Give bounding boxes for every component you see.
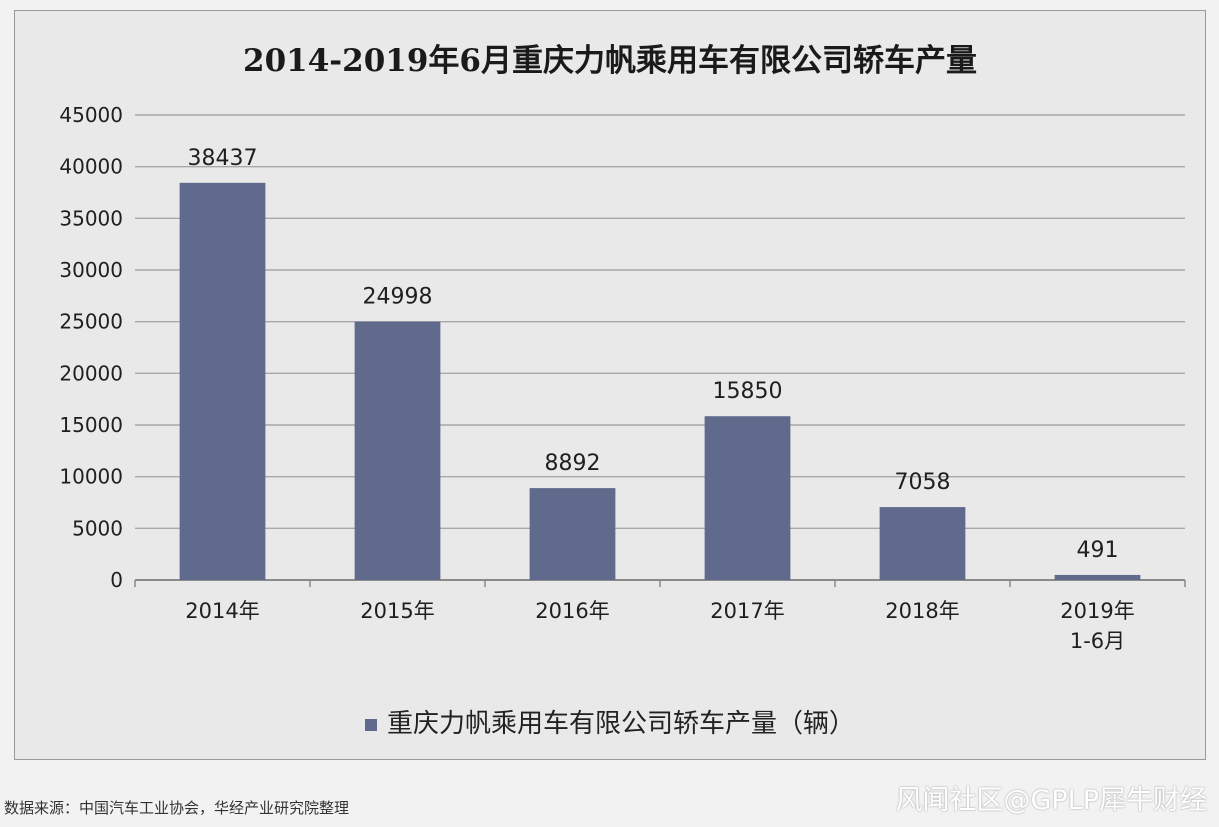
y-tick-label: 10000 xyxy=(59,465,123,489)
x-tick-label: 2018年 xyxy=(885,599,959,623)
x-tick-label: 2017年 xyxy=(710,599,784,623)
y-tick-label: 5000 xyxy=(72,516,123,540)
data-label: 491 xyxy=(1077,538,1119,563)
bar xyxy=(354,321,441,580)
y-tick-label: 30000 xyxy=(59,258,123,282)
bar xyxy=(879,507,966,580)
legend-swatch xyxy=(364,718,377,731)
x-tick-label: 2014年 xyxy=(185,599,259,623)
legend: 重庆力帆乘用车有限公司轿车产量（辆） xyxy=(15,703,1205,740)
y-tick-label: 20000 xyxy=(59,361,123,385)
chart-title: 2014-2019年6月重庆力帆乘用车有限公司轿车产量 xyxy=(243,43,977,79)
data-label: 38437 xyxy=(188,146,258,171)
y-tick-label: 25000 xyxy=(59,310,123,334)
x-tick-label: 2016年 xyxy=(535,599,609,623)
source-note: 数据来源：中国汽车工业协会，华经产业研究院整理 xyxy=(4,799,350,817)
data-label: 7058 xyxy=(895,470,951,495)
legend-label: 重庆力帆乘用车有限公司轿车产量（辆） xyxy=(386,709,855,739)
x-tick-label: 2019年 1-6月 xyxy=(1060,599,1134,653)
y-tick-label: 35000 xyxy=(59,206,123,230)
y-tick-label: 40000 xyxy=(59,155,123,179)
data-label: 8892 xyxy=(545,451,601,476)
y-tick-label: 45000 xyxy=(59,103,123,127)
bar xyxy=(179,182,266,580)
bar-chart: 0 5000 10000 15000 20000 25000 30000 35000 40000… xyxy=(59,103,1186,653)
data-label: 24998 xyxy=(363,285,433,310)
chart-frame: 0 5000 10000 15000 20000 25000 30000 35000 40000… xyxy=(14,10,1206,760)
y-tick-label: 0 xyxy=(110,568,123,592)
watermark: 风闻社区@GPLP犀牛财经 xyxy=(895,785,1207,816)
bar xyxy=(1054,574,1141,580)
y-tick-label: 15000 xyxy=(59,413,123,437)
data-label: 15850 xyxy=(713,379,783,404)
bar xyxy=(704,416,791,580)
bar xyxy=(529,488,616,580)
x-tick-label: 2015年 xyxy=(360,599,434,623)
